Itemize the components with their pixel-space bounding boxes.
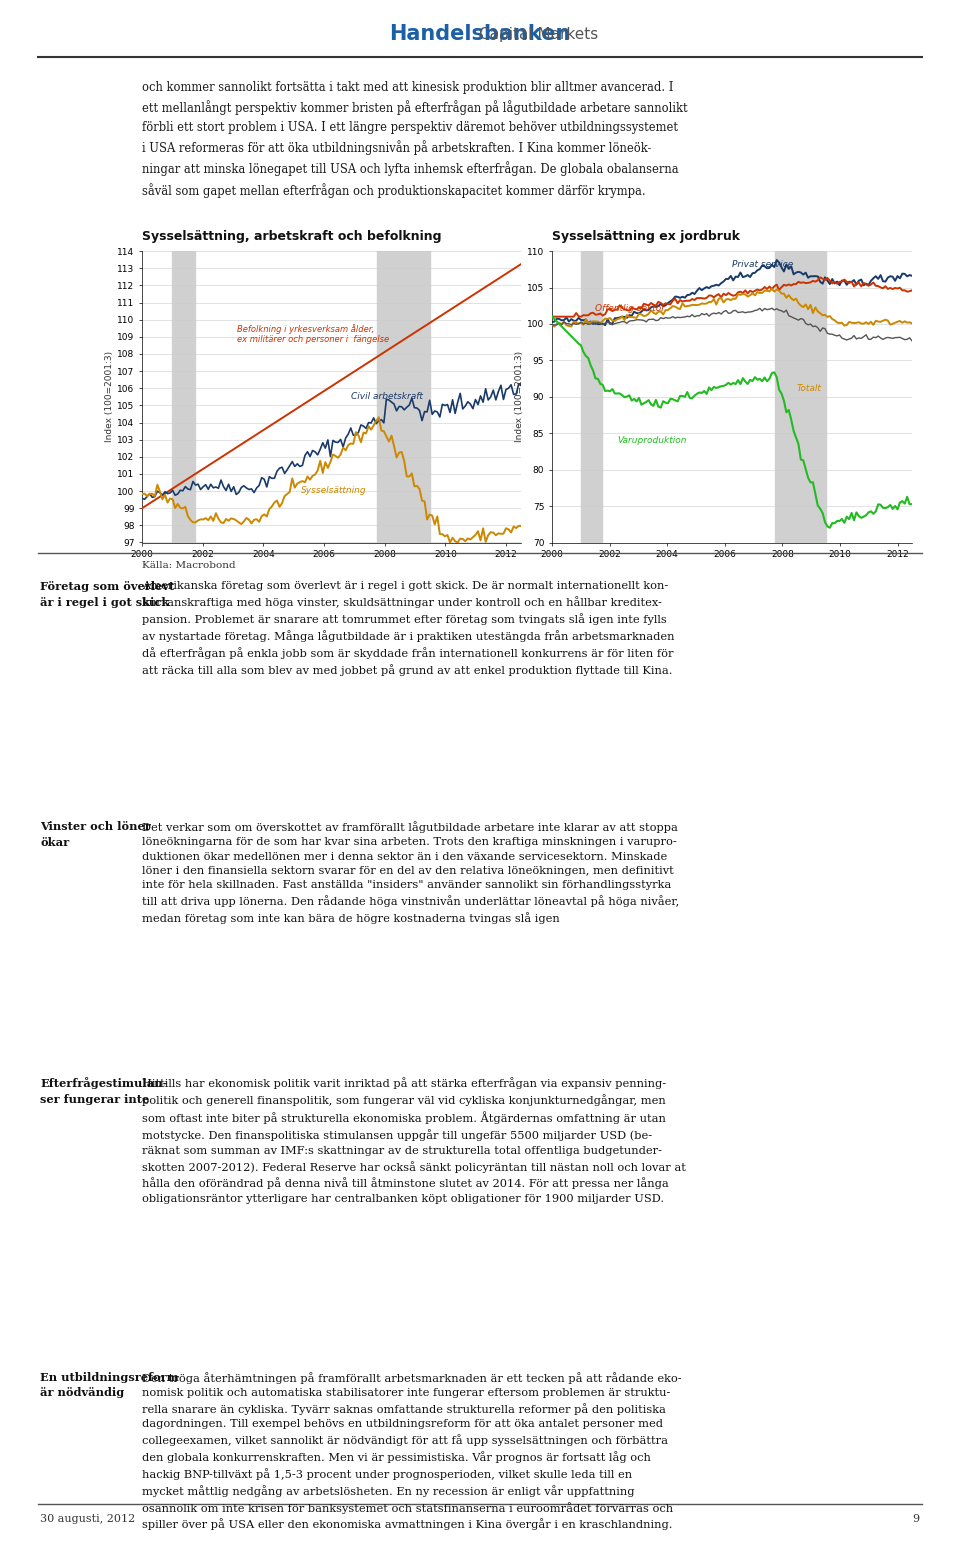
Bar [581, 251, 603, 542]
Text: 30 augusti, 2012: 30 augusti, 2012 [40, 1514, 135, 1524]
Text: Amerikanska företag som överlevt är i regel i gott skick. De är normalt internat: Amerikanska företag som överlevt är i re… [142, 581, 675, 676]
Text: Capital Markets: Capital Markets [362, 26, 598, 42]
Text: Företag som överlevt
är i regel i got skick: Företag som överlevt är i regel i got sk… [40, 581, 175, 608]
Text: och kommer sannolikt fortsätta i takt med att kinesisk produktion blir alltmer a: och kommer sannolikt fortsätta i takt me… [142, 81, 687, 198]
Bar [173, 251, 195, 542]
Text: Efterfrågestimulan-
ser fungerar inte: Efterfrågestimulan- ser fungerar inte [40, 1077, 168, 1105]
Text: Totalt: Totalt [797, 383, 822, 392]
Text: Det verkar som om överskottet av framförallt lågutbildade arbetare inte klarar a: Det verkar som om överskottet av framför… [142, 822, 680, 924]
Y-axis label: Index (100=2001:3): Index (100=2001:3) [516, 352, 524, 442]
Bar [776, 251, 826, 542]
Text: Handelsbanken: Handelsbanken [390, 25, 570, 43]
Text: Privat service: Privat service [732, 260, 793, 268]
Text: Sysselsättning, arbetskraft och befolkning: Sysselsättning, arbetskraft och befolkni… [142, 231, 442, 243]
Text: Civil arbetskraft: Civil arbetskraft [350, 392, 422, 401]
Text: Den tröga återhämtningen på framförallt arbetsmarknaden är ett tecken på att råd: Den tröga återhämtningen på framförallt … [142, 1372, 682, 1530]
Text: Vinster och löner
ökar: Vinster och löner ökar [40, 822, 151, 848]
Text: Källa: Macrobond: Källa: Macrobond [142, 561, 236, 570]
Text: Hittills har ekonomisk politik varit inriktad på att stärka efterfrågan via expa: Hittills har ekonomisk politik varit inr… [142, 1077, 686, 1204]
Text: Varuproduktion: Varuproduktion [616, 436, 686, 445]
Text: Offentlig sektor: Offentlig sektor [595, 304, 665, 313]
Text: Sysselsättning: Sysselsättning [301, 485, 367, 494]
Y-axis label: Index (100=2001:3): Index (100=2001:3) [106, 352, 114, 442]
Text: Befolkning i yrkesverksam ålder,
ex militärer och personer i  fängelse: Befolkning i yrkesverksam ålder, ex mili… [237, 324, 389, 344]
Bar [377, 251, 430, 542]
Text: 9: 9 [913, 1514, 920, 1524]
Text: Sysselsättning ex jordbruk: Sysselsättning ex jordbruk [552, 231, 740, 243]
Text: En utbildningsreform
är nödvändig: En utbildningsreform är nödvändig [40, 1372, 180, 1398]
